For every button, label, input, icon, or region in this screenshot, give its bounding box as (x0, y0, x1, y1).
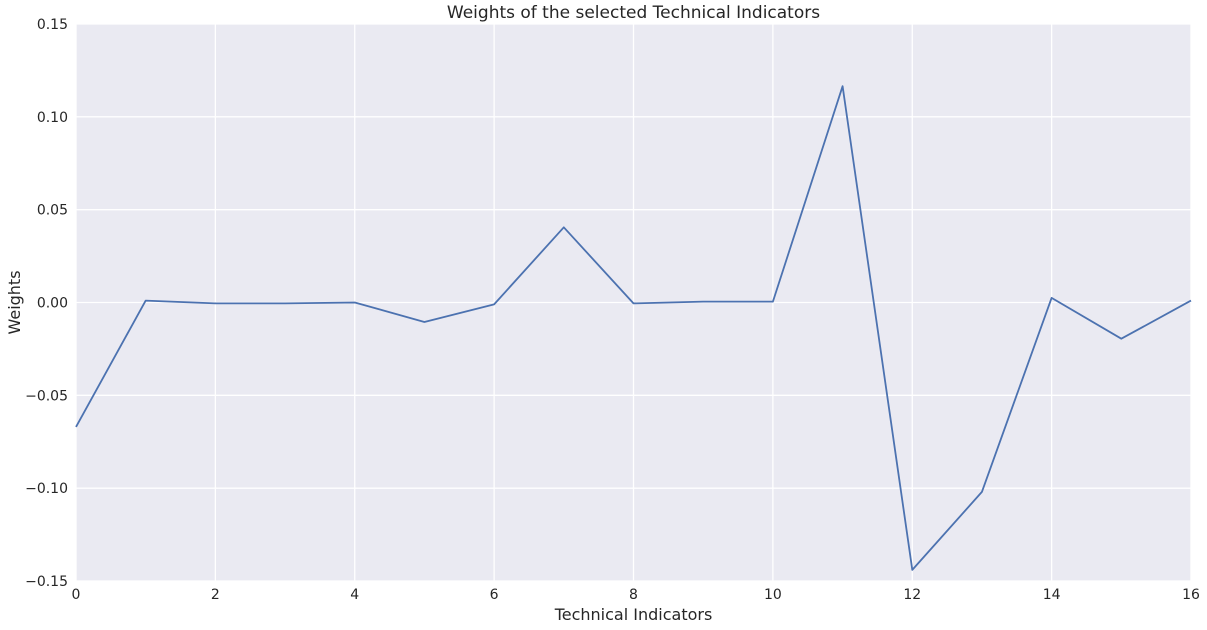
chart-title: Weights of the selected Technical Indica… (447, 3, 820, 23)
series-layer (75, 85, 1192, 571)
y-tick-label: 0.15 (37, 17, 68, 33)
x-tick-label: 4 (350, 587, 359, 603)
y-tick-label: 0.00 (37, 296, 68, 312)
y-axis-label: Weights (5, 270, 24, 334)
y-tick-label: 0.05 (37, 203, 68, 219)
x-tick-label: 16 (1182, 587, 1200, 603)
y-tick-labels: −0.15 −0.10 −0.05 0.00 0.05 0.10 0.15 (25, 17, 68, 590)
x-tick-label: 14 (1043, 587, 1061, 603)
x-tick-label: 2 (211, 587, 220, 603)
x-tick-label: 10 (764, 587, 782, 603)
y-tick-label: −0.10 (25, 481, 68, 497)
y-tick-label: −0.05 (25, 388, 68, 404)
x-tick-label: 6 (490, 587, 499, 603)
y-gridlines (76, 23, 1191, 582)
y-tick-label: 0.10 (37, 110, 68, 126)
y-tick-label: −0.15 (25, 574, 68, 590)
x-axis-label: Technical Indicators (554, 605, 713, 624)
x-tick-label: 12 (903, 587, 921, 603)
x-tick-labels: 0 2 4 6 8 10 12 14 16 (72, 587, 1200, 603)
series-line (75, 85, 1192, 571)
x-tick-label: 8 (629, 587, 638, 603)
x-tick-label: 0 (72, 587, 81, 603)
